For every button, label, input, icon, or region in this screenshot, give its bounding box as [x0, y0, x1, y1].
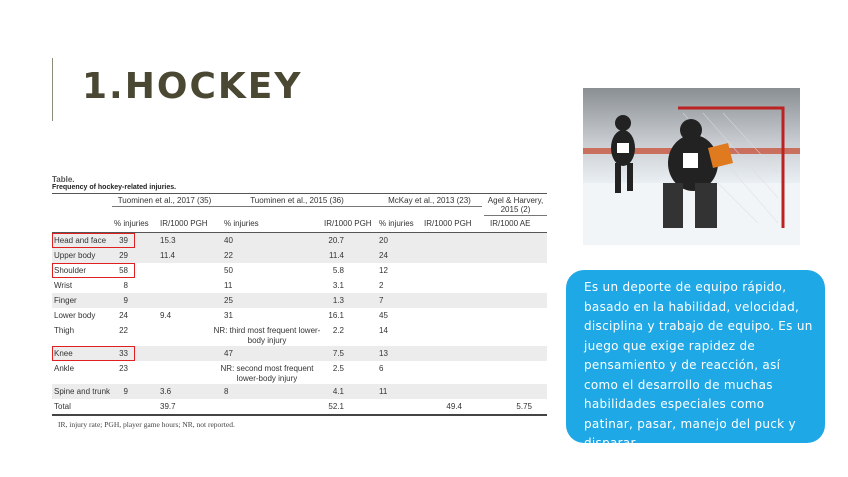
table-cell: 2.5: [332, 364, 344, 373]
table-cell: 47: [224, 349, 233, 358]
table-cell: NR: third most frequent lower-body injur…: [213, 326, 321, 345]
table-cell: 58: [119, 266, 128, 275]
table-row: Wrist 8 11 3.1 2: [52, 278, 547, 293]
table-row: Head and face 39 15.3 40 20.7 20: [52, 233, 547, 248]
table-cell: 16.1: [328, 311, 344, 320]
table-cell: 31: [224, 311, 233, 320]
hockey-goalie-photo: [583, 88, 800, 245]
table-cell: 9: [123, 296, 128, 305]
title-divider: [52, 58, 53, 121]
table-cell: 20: [379, 236, 388, 245]
table-cell: 11.4: [160, 251, 175, 260]
table-cell: 14: [379, 326, 388, 335]
study-header: McKay et al., 2013 (23): [377, 196, 482, 207]
study-header: Tuominen et al., 2017 (35): [112, 196, 217, 207]
row-label: Thigh: [54, 326, 75, 335]
table-cell: 9.4: [160, 311, 172, 320]
table-cell: 13: [379, 349, 388, 358]
table-cell: 22: [119, 326, 128, 335]
table-cell: 49.4: [446, 402, 462, 411]
column-header: IR/1000 AE: [490, 219, 531, 228]
table-cell: 8: [224, 387, 229, 396]
table-row: Thigh 22 NR: third most frequent lower-bod…: [52, 323, 547, 346]
table-cell: 7: [379, 296, 384, 305]
table-cell: 11: [224, 281, 233, 290]
table-cell: 2: [379, 281, 384, 290]
table-cell: 4.1: [332, 387, 344, 396]
row-label: Upper body: [54, 251, 96, 260]
row-label: Head and face: [54, 236, 107, 245]
table-cell: 24: [119, 311, 128, 320]
table-row: Total 39.7 52.1 49.4 5.75: [52, 399, 547, 416]
table-header: Tuominen et al., 2017 (35) Tuominen et a…: [52, 194, 547, 233]
row-label: Finger: [54, 296, 77, 305]
table-cell: 2.2: [332, 326, 344, 335]
table-row: Ankle 23 NR: second most frequent lower-bo…: [52, 361, 547, 384]
row-label: Ankle: [54, 364, 75, 373]
column-header: IR/1000 PGH: [424, 219, 472, 228]
row-label: Wrist: [54, 281, 73, 290]
table-cell: 29: [119, 251, 128, 260]
column-header: % injuries: [379, 219, 414, 228]
table-row: Upper body 29 11.4 22 11.4 24: [52, 248, 547, 263]
table-cell: 39: [119, 236, 128, 245]
table-row: Finger 9 25 1.3 7: [52, 293, 547, 308]
table-cell: 7.5: [332, 349, 344, 358]
column-header: % injuries: [114, 219, 149, 228]
table-cell: 20.7: [328, 236, 344, 245]
table-cell: 15.3: [160, 236, 176, 245]
info-box: Es un deporte de equipo rápido, basado e…: [566, 270, 825, 450]
row-label: Lower body: [54, 311, 96, 320]
highlight-box: [52, 263, 135, 278]
table-cell: 11.4: [329, 251, 344, 260]
table-cell: 8: [123, 281, 128, 290]
table-cell: 33: [119, 349, 128, 358]
column-header: IR/1000 PGH: [160, 219, 208, 228]
table-cell: 40: [224, 236, 233, 245]
study-header: Tuominen et al., 2015 (36): [217, 196, 377, 207]
table-cell: 22: [224, 251, 233, 260]
highlight-box: [52, 346, 135, 361]
table-cell: NR: second most frequent lower-body inju…: [220, 364, 314, 383]
highlight-box: [52, 233, 135, 248]
table-cell: 5.75: [516, 402, 532, 411]
row-label: Spine and trunk: [54, 387, 111, 396]
table-cell: 50: [224, 266, 233, 275]
table-row: Lower body 24 9.4 31 16.1 45: [52, 308, 547, 323]
table-cell: 9: [123, 387, 128, 396]
table-row: Knee 33 47 7.5 13: [52, 346, 547, 361]
slide-title: 1.HOCKEY: [82, 66, 303, 107]
row-label: Total: [54, 402, 71, 411]
table-cell: 24: [379, 251, 388, 260]
table-cell: 5.8: [332, 266, 344, 275]
table-cell: 3.6: [160, 387, 172, 396]
row-label: Knee: [54, 349, 73, 358]
table-cell: 12: [379, 266, 388, 275]
column-header: IR/1000 PGH: [324, 219, 372, 228]
study-header: Agel & Harvery, 2015 (2): [484, 196, 547, 216]
table-cell: 25: [224, 296, 233, 305]
table-cell: 11: [379, 387, 388, 396]
table-subtitle: Frequency of hockey-related injuries.: [52, 184, 177, 191]
table-cell: 39.7: [160, 402, 176, 411]
table-cell: 23: [119, 364, 128, 373]
table-cell: 1.3: [332, 296, 344, 305]
table-cell: 52.1: [328, 402, 344, 411]
table-cell: 45: [379, 311, 388, 320]
table-cell: 3.1: [332, 281, 344, 290]
table-row: Shoulder 58 50 5.8 12: [52, 263, 547, 278]
column-header: % injuries: [224, 219, 259, 228]
table-caption: Table.: [52, 175, 75, 184]
table-cell: 6: [379, 364, 384, 373]
table-footnote: IR, injury rate; PGH, player game hours;…: [58, 420, 235, 429]
injury-table: Table. Frequency of hockey-related injur…: [52, 175, 547, 429]
table-row: Spine and trunk 9 3.6 8 4.1 11: [52, 384, 547, 399]
row-label: Shoulder: [54, 266, 87, 275]
